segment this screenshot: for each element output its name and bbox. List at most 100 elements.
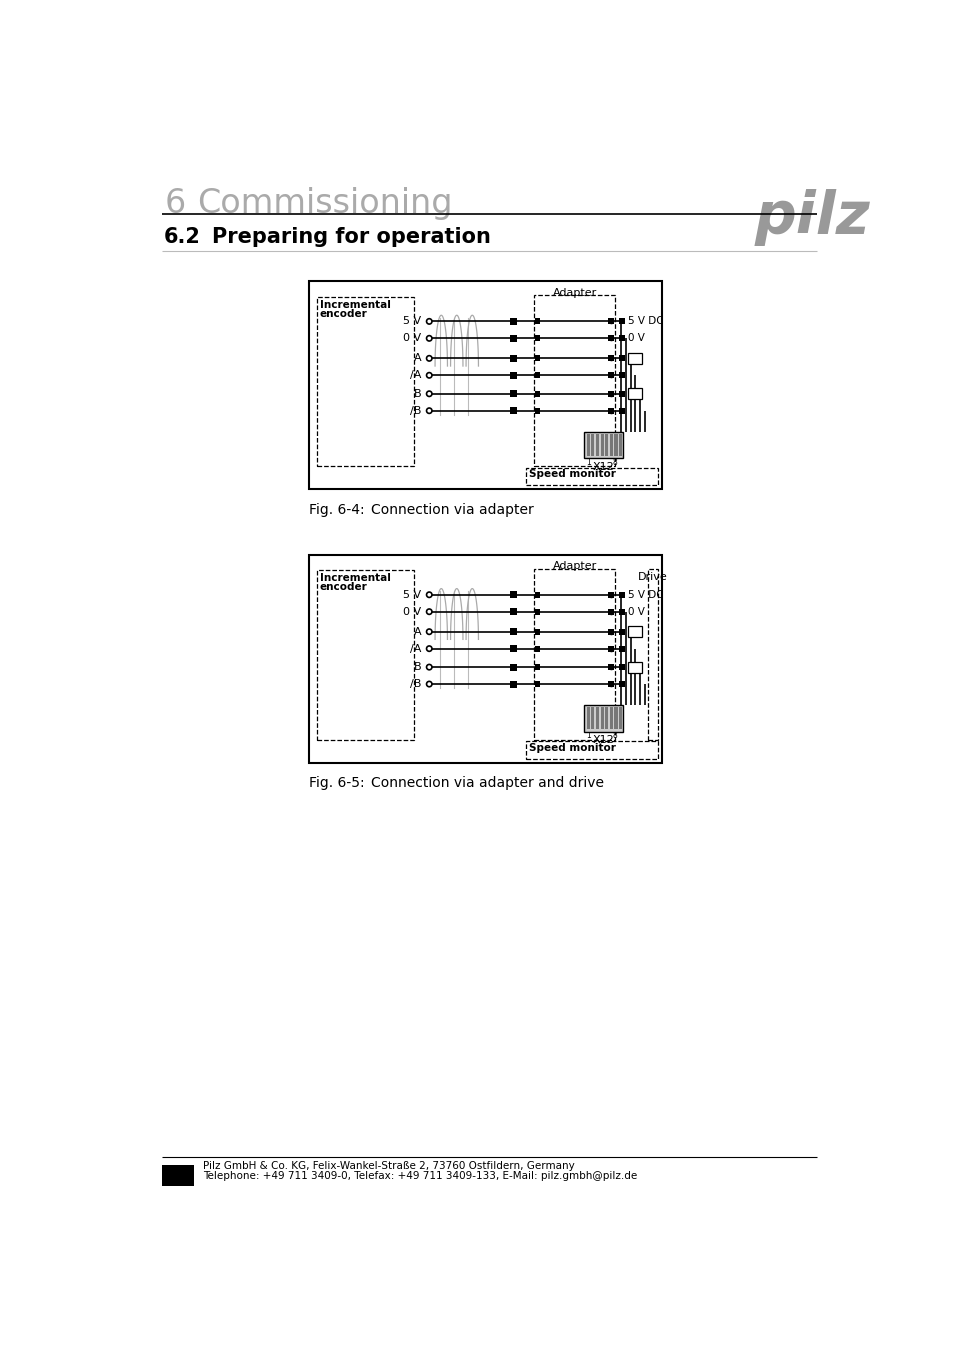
Bar	[608, 664, 613, 670]
Bar	[534, 609, 539, 614]
Bar	[618, 707, 621, 729]
Bar	[618, 335, 624, 342]
Text: /A: /A	[410, 644, 421, 653]
Bar	[618, 390, 624, 397]
Text: Pilz GmbH & Co. KG, Felix-Wankel-Straße 2, 73760 Ostfildern, Germany: Pilz GmbH & Co. KG, Felix-Wankel-Straße …	[203, 1161, 574, 1172]
Bar	[525, 467, 658, 486]
Bar	[618, 645, 624, 652]
Bar	[509, 628, 517, 634]
Bar	[509, 335, 517, 342]
Bar	[596, 707, 598, 729]
Text: Fig. 6-4:: Fig. 6-4:	[309, 504, 364, 517]
Bar	[509, 355, 517, 362]
Bar	[534, 680, 539, 687]
Text: 6: 6	[164, 186, 185, 220]
Bar	[316, 297, 414, 466]
Text: encoder: encoder	[319, 582, 367, 593]
Bar	[525, 741, 658, 759]
Bar	[618, 591, 624, 598]
Text: Z₀: Z₀	[629, 389, 639, 398]
Text: 6.2: 6.2	[164, 227, 201, 247]
Bar	[608, 355, 613, 362]
Text: Commissioning: Commissioning	[196, 186, 452, 220]
Bar	[608, 408, 613, 414]
Text: /B: /B	[410, 679, 421, 688]
Text: 8: 8	[612, 732, 617, 740]
Text: B: B	[414, 389, 421, 398]
Bar	[534, 335, 539, 342]
Bar	[614, 707, 617, 729]
Text: 5 V: 5 V	[403, 590, 421, 599]
Text: /A: /A	[410, 370, 421, 381]
Text: B: B	[414, 662, 421, 672]
Text: Connection via adapter and drive: Connection via adapter and drive	[371, 776, 603, 791]
Text: X12: X12	[592, 462, 614, 471]
Text: Speed monitor: Speed monitor	[529, 470, 616, 479]
Text: 5 V DC: 5 V DC	[627, 590, 662, 599]
Bar	[583, 705, 622, 732]
Bar	[618, 373, 624, 378]
Text: Speed monitor: Speed monitor	[529, 743, 616, 752]
Text: 5 V: 5 V	[403, 316, 421, 327]
Bar	[608, 609, 613, 614]
Bar	[534, 390, 539, 397]
Text: /B: /B	[410, 406, 421, 416]
Bar	[618, 319, 624, 324]
Bar	[614, 433, 617, 456]
Bar	[618, 609, 624, 614]
Bar	[534, 373, 539, 378]
Bar	[309, 281, 661, 489]
Text: Preparing for operation: Preparing for operation	[212, 227, 491, 247]
Bar	[608, 319, 613, 324]
Bar	[599, 707, 603, 729]
Bar	[534, 645, 539, 652]
Bar	[609, 433, 612, 456]
Bar	[604, 433, 608, 456]
Text: A: A	[414, 354, 421, 363]
Text: 1: 1	[586, 458, 591, 467]
Bar	[509, 591, 517, 598]
Bar	[534, 319, 539, 324]
Bar	[509, 664, 517, 671]
Bar	[627, 662, 641, 672]
Bar	[618, 355, 624, 362]
Bar	[534, 355, 539, 362]
Text: Z₀: Z₀	[629, 663, 639, 671]
Bar	[599, 433, 603, 456]
Bar	[162, 1165, 194, 1187]
Text: encoder: encoder	[319, 309, 367, 319]
Bar	[586, 433, 589, 456]
Bar	[608, 680, 613, 687]
Bar	[534, 664, 539, 670]
Text: pilz: pilz	[754, 189, 869, 246]
Bar	[509, 609, 517, 616]
Text: Incremental: Incremental	[319, 574, 391, 583]
Bar	[309, 555, 661, 763]
Bar	[647, 568, 658, 740]
Bar	[591, 433, 594, 456]
Text: A: A	[414, 626, 421, 637]
Bar	[604, 707, 608, 729]
Bar	[618, 664, 624, 670]
Bar	[586, 707, 589, 729]
Bar	[534, 568, 615, 740]
Bar	[618, 629, 624, 634]
Bar	[316, 570, 414, 740]
Bar	[596, 433, 598, 456]
Bar	[534, 629, 539, 634]
Bar	[618, 408, 624, 414]
Bar	[534, 296, 615, 466]
Text: Adapter: Adapter	[552, 288, 596, 297]
Bar	[627, 352, 641, 363]
Bar	[608, 645, 613, 652]
Bar	[509, 390, 517, 397]
Bar	[618, 680, 624, 687]
Text: 0 V: 0 V	[403, 333, 421, 343]
Bar	[591, 707, 594, 729]
Text: Fig. 6-5:: Fig. 6-5:	[309, 776, 364, 791]
Text: 8: 8	[612, 458, 617, 467]
Bar	[509, 319, 517, 325]
Text: Z₀: Z₀	[629, 354, 639, 363]
Bar	[608, 390, 613, 397]
Bar	[608, 373, 613, 378]
